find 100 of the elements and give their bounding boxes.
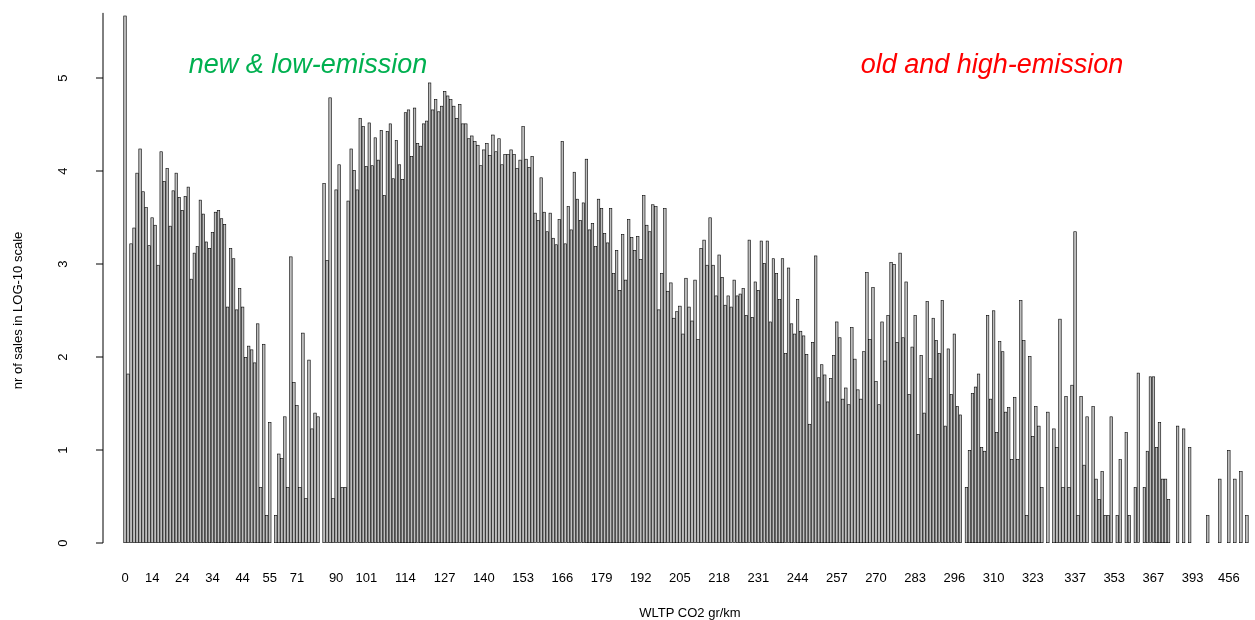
bar: [678, 305, 682, 543]
bar: [394, 140, 398, 543]
x-tick-label: 323: [1021, 570, 1044, 585]
bar: [1151, 376, 1156, 543]
x-tick-label: 14: [144, 570, 160, 585]
bar: [198, 199, 202, 543]
bar: [560, 141, 564, 543]
bar: [913, 315, 917, 543]
x-tick-label: 337: [1064, 570, 1086, 585]
bar: [596, 198, 601, 543]
bar: [464, 123, 468, 543]
x-tick-label: 153: [512, 570, 534, 585]
bar: [663, 208, 667, 543]
bar: [702, 239, 706, 543]
bar: [940, 300, 944, 543]
bar: [313, 412, 317, 543]
y-tick-label: 0: [54, 539, 70, 547]
x-tick-label: 456: [1218, 570, 1240, 585]
bar: [986, 315, 990, 543]
bar: [627, 219, 631, 543]
bar: [491, 134, 495, 543]
bar: [708, 217, 712, 543]
bar: [844, 387, 848, 543]
bar: [150, 217, 154, 543]
bar: [1148, 376, 1152, 543]
bar: [443, 91, 447, 543]
bar: [358, 117, 362, 543]
x-tick-label: 192: [629, 570, 652, 585]
bar: [449, 99, 453, 543]
bar: [548, 212, 552, 543]
x-tick-label: 179: [590, 570, 613, 585]
bar: [850, 327, 854, 543]
bar: [1100, 471, 1104, 543]
bar: [434, 99, 438, 543]
bar: [615, 250, 619, 543]
x-tick-label: 393: [1181, 570, 1204, 585]
bar: [931, 317, 935, 543]
bar: [422, 123, 426, 543]
bar: [229, 248, 233, 543]
bar: [621, 234, 625, 543]
bar: [262, 343, 266, 543]
bar: [216, 210, 221, 543]
x-tick-label: 257: [825, 570, 848, 585]
bar: [406, 109, 411, 543]
bar: [530, 156, 534, 543]
bar: [539, 177, 543, 543]
bar: [946, 348, 950, 543]
bar: [1188, 447, 1192, 543]
x-tick-label: 296: [943, 570, 966, 585]
bar: [247, 345, 251, 543]
bar: [976, 373, 981, 543]
bar: [388, 123, 392, 543]
bar: [428, 82, 432, 543]
bar: [485, 143, 489, 543]
bar: [609, 208, 613, 543]
bar: [732, 279, 736, 543]
bar: [889, 262, 893, 543]
x-tick-label: 205: [669, 570, 691, 585]
bar: [256, 323, 260, 543]
bar: [159, 151, 163, 543]
bar: [1079, 396, 1083, 543]
bar: [138, 148, 142, 543]
bar: [1034, 406, 1038, 543]
x-tick-label: 218: [708, 570, 730, 585]
bar: [865, 272, 869, 543]
bar: [289, 256, 293, 543]
annotation: new & low-emission: [188, 49, 428, 79]
x-tick-label: 90: [328, 570, 344, 585]
bar: [898, 252, 902, 543]
bar: [1124, 432, 1128, 543]
bar: [1007, 407, 1011, 543]
bar: [250, 349, 254, 543]
bar: [277, 453, 281, 543]
bar: [1206, 515, 1210, 543]
bar: [835, 321, 839, 543]
bar: [753, 281, 757, 543]
bar: [871, 287, 875, 543]
bar: [998, 341, 1002, 543]
bar: [802, 335, 806, 543]
bar: [238, 288, 242, 543]
bar: [497, 138, 501, 543]
y-tick-label: 4: [54, 167, 70, 175]
bar: [820, 364, 824, 543]
bar: [503, 154, 507, 543]
bar: [992, 310, 996, 543]
bar: [1028, 356, 1032, 543]
bar: [1157, 422, 1162, 543]
x-tick-label: 101: [355, 570, 378, 585]
bar: [186, 186, 190, 543]
bar: [509, 149, 513, 543]
bar: [476, 144, 480, 543]
bar: [1227, 450, 1231, 543]
bar: [765, 240, 769, 543]
bar: [880, 321, 884, 543]
bar: [636, 236, 640, 543]
bar: [1073, 231, 1077, 543]
bar: [925, 301, 929, 543]
bar: [1085, 416, 1089, 543]
bar: [1058, 318, 1062, 543]
bar: [572, 171, 576, 543]
